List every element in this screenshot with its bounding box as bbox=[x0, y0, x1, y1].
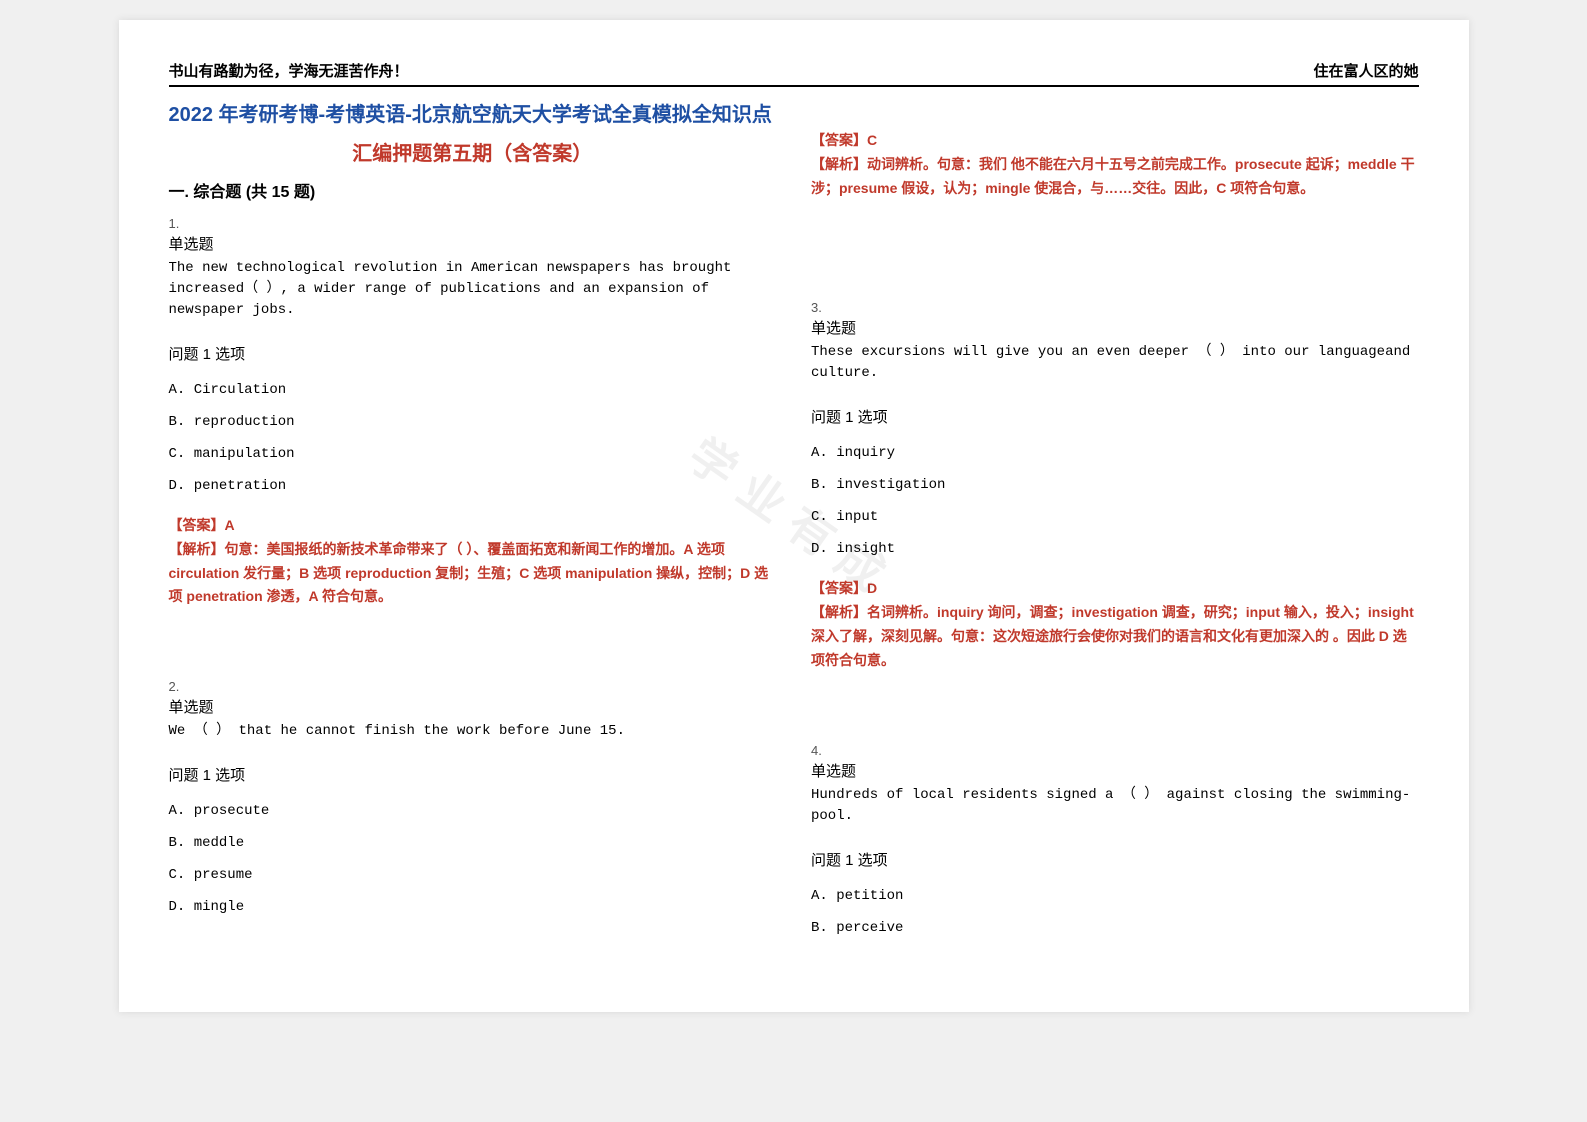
option-c: C. presume bbox=[169, 867, 777, 883]
answer-block: 【答案】C 【解析】动词辨析。句意：我们 他不能在六月十五号之前完成工作。pro… bbox=[811, 129, 1419, 200]
option-d: D. insight bbox=[811, 541, 1419, 557]
two-column-layout: 2022 年考研考博-考博英语-北京航空航天大学考试全真模拟全知识点 汇编押题第… bbox=[169, 99, 1419, 952]
option-b: B. meddle bbox=[169, 835, 777, 851]
question-type: 单选题 bbox=[811, 317, 1419, 338]
option-b: B. perceive bbox=[811, 920, 1419, 936]
options-label: 问题 1 选项 bbox=[169, 764, 777, 785]
right-column: 【答案】C 【解析】动词辨析。句意：我们 他不能在六月十五号之前完成工作。pro… bbox=[811, 99, 1419, 952]
question-text: These excursions will give you an even d… bbox=[811, 342, 1419, 384]
left-column: 2022 年考研考博-考博英语-北京航空航天大学考试全真模拟全知识点 汇编押题第… bbox=[169, 99, 777, 952]
section-heading: 一. 综合题 (共 15 题) bbox=[169, 178, 777, 202]
options-label: 问题 1 选项 bbox=[811, 406, 1419, 427]
options-label: 问题 1 选项 bbox=[811, 849, 1419, 870]
option-d: D. penetration bbox=[169, 478, 777, 494]
option-b: B. investigation bbox=[811, 477, 1419, 493]
question-text: The new technological revolution in Amer… bbox=[169, 258, 777, 321]
question-text: We （ ） that he cannot finish the work be… bbox=[169, 721, 777, 742]
option-a: A. petition bbox=[811, 888, 1419, 904]
question-block: 1. 单选题 The new technological revolution … bbox=[169, 216, 777, 609]
question-number: 3. bbox=[811, 300, 1419, 315]
question-number: 1. bbox=[169, 216, 777, 231]
header-right-text: 住在富人区的她 bbox=[1313, 60, 1418, 81]
options-label: 问题 1 选项 bbox=[169, 343, 777, 364]
question-type: 单选题 bbox=[169, 233, 777, 254]
question-type: 单选题 bbox=[169, 696, 777, 717]
answer-label: 【答案】C bbox=[811, 129, 1419, 153]
option-b: B. reproduction bbox=[169, 414, 777, 430]
option-a: A. inquiry bbox=[811, 445, 1419, 461]
question-block: 2. 单选题 We （ ） that he cannot finish the … bbox=[169, 679, 777, 915]
option-d: D. mingle bbox=[169, 899, 777, 915]
page-header: 书山有路勤为径，学海无涯苦作舟！ 住在富人区的她 bbox=[169, 60, 1419, 87]
question-number: 2. bbox=[169, 679, 777, 694]
question-text: Hundreds of local residents signed a （ ）… bbox=[811, 785, 1419, 827]
option-c: C. input bbox=[811, 509, 1419, 525]
answer-label: 【答案】D bbox=[811, 577, 1419, 601]
header-left-motto: 书山有路勤为径，学海无涯苦作舟！ bbox=[169, 60, 409, 81]
document-subtitle: 汇编押题第五期（含答案） bbox=[169, 137, 777, 166]
answer-label: 【答案】A bbox=[169, 514, 777, 538]
answer-analysis: 【解析】句意：美国报纸的新技术革命带来了（ ）、覆盖面拓宽和新闻工作的增加。A … bbox=[169, 538, 777, 609]
answer-block: 【答案】D 【解析】名词辨析。inquiry 询问，调查；investigati… bbox=[811, 577, 1419, 672]
option-a: A. Circulation bbox=[169, 382, 777, 398]
question-number: 4. bbox=[811, 743, 1419, 758]
option-a: A. prosecute bbox=[169, 803, 777, 819]
question-block: 3. 单选题 These excursions will give you an… bbox=[811, 300, 1419, 672]
answer-block: 【答案】A 【解析】句意：美国报纸的新技术革命带来了（ ）、覆盖面拓宽和新闻工作… bbox=[169, 514, 777, 609]
question-block: 4. 单选题 Hundreds of local residents signe… bbox=[811, 743, 1419, 936]
document-page: 学业有成 书山有路勤为径，学海无涯苦作舟！ 住在富人区的她 2022 年考研考博… bbox=[119, 20, 1469, 1012]
answer-analysis: 【解析】名词辨析。inquiry 询问，调查；investigation 调查，… bbox=[811, 601, 1419, 672]
question-type: 单选题 bbox=[811, 760, 1419, 781]
option-c: C. manipulation bbox=[169, 446, 777, 462]
answer-analysis: 【解析】动词辨析。句意：我们 他不能在六月十五号之前完成工作。prosecute… bbox=[811, 153, 1419, 201]
document-title: 2022 年考研考博-考博英语-北京航空航天大学考试全真模拟全知识点 bbox=[169, 99, 777, 131]
